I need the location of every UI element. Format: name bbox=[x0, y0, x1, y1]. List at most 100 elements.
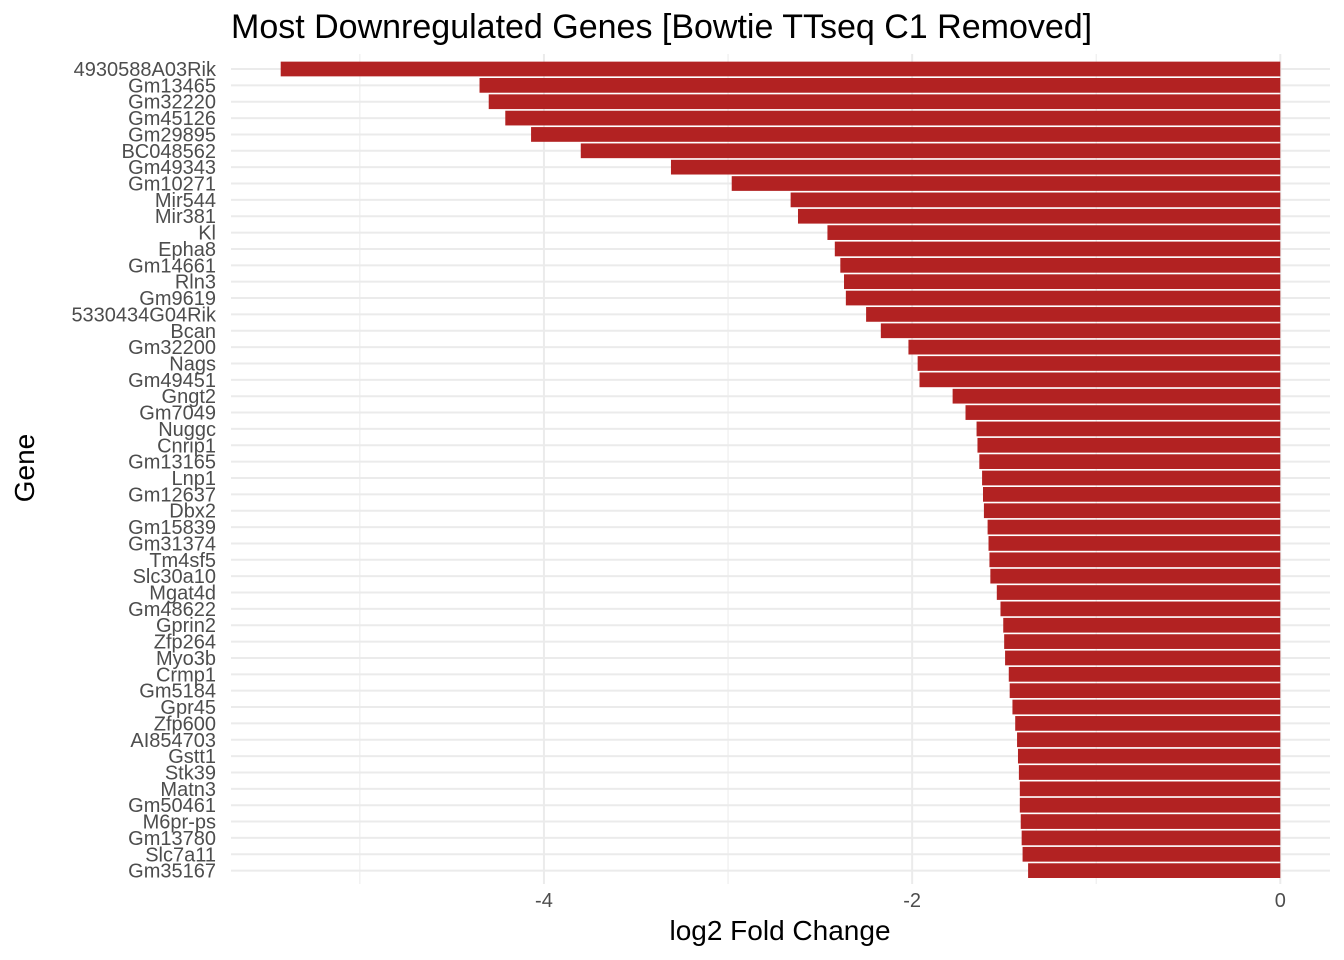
y-tick-label: Gm45126 bbox=[128, 108, 216, 130]
y-tick-labels: 4930588A03RikGm13465Gm32220Gm45126Gm2989… bbox=[71, 59, 217, 883]
y-tick-label: Gm10271 bbox=[128, 174, 216, 196]
bar bbox=[1008, 666, 1281, 682]
y-tick-label: Gm15839 bbox=[128, 517, 216, 539]
x-tick-label: -4 bbox=[535, 890, 553, 912]
y-tick-label: Mir544 bbox=[155, 190, 216, 212]
bar bbox=[1028, 863, 1281, 879]
bar bbox=[840, 257, 1281, 273]
y-tick-label: Gm49451 bbox=[128, 370, 216, 392]
y-tick-label: Mgat4d bbox=[149, 583, 216, 605]
y-tick-label: Gngt2 bbox=[162, 386, 216, 408]
y-tick-label: Gm12637 bbox=[128, 484, 216, 506]
y-tick-label: Gm9619 bbox=[139, 288, 216, 310]
y-tick-label: Gm5184 bbox=[139, 681, 216, 703]
y-tick-label: Lnp1 bbox=[172, 468, 217, 490]
y-tick-label: Gm49343 bbox=[128, 157, 216, 179]
bar bbox=[917, 356, 1281, 371]
bar bbox=[1015, 716, 1281, 731]
y-tick-label: Gm29895 bbox=[128, 124, 216, 146]
bar bbox=[1017, 748, 1281, 764]
bar bbox=[1000, 601, 1281, 617]
y-tick-label: Slc30a10 bbox=[133, 566, 216, 588]
bar bbox=[1012, 699, 1281, 715]
bar bbox=[797, 208, 1281, 224]
y-tick-label: Zfp264 bbox=[154, 632, 216, 654]
y-tick-label: Gm13165 bbox=[128, 452, 216, 474]
bar bbox=[280, 61, 1281, 77]
x-tick-label: -2 bbox=[903, 890, 921, 912]
y-tick-label: Gm50461 bbox=[128, 795, 216, 817]
y-tick-label: 4930588A03Rik bbox=[74, 59, 217, 81]
bar bbox=[880, 323, 1281, 339]
y-tick-label: Dbx2 bbox=[169, 501, 216, 523]
y-tick-label: Nuggc bbox=[158, 419, 216, 441]
bar bbox=[982, 470, 1281, 486]
y-tick-label: Gm48622 bbox=[128, 599, 216, 621]
bar bbox=[1009, 683, 1281, 699]
y-tick-label: Slc7a11 bbox=[145, 844, 216, 866]
y-tick-label: Myo3b bbox=[156, 648, 216, 670]
bar bbox=[990, 568, 1281, 584]
y-tick-label: Rln3 bbox=[175, 272, 216, 294]
bar bbox=[1020, 814, 1281, 829]
y-tick-label: Epha8 bbox=[158, 239, 216, 261]
bar bbox=[844, 274, 1281, 290]
bar bbox=[479, 77, 1281, 93]
bar bbox=[989, 552, 1281, 568]
bar bbox=[845, 290, 1281, 306]
x-axis-title: log2 Fold Change bbox=[669, 915, 890, 946]
y-tick-label: Gpr45 bbox=[160, 697, 216, 719]
y-tick-label: Gm32220 bbox=[128, 92, 216, 114]
bar bbox=[987, 519, 1281, 535]
y-tick-label: M6pr-ps bbox=[143, 812, 216, 834]
chart-title: Most Downregulated Genes [Bowtie TTseq C… bbox=[231, 8, 1092, 46]
y-axis-title: Gene bbox=[9, 434, 40, 503]
y-tick-label: 5330434G04Rik bbox=[71, 304, 217, 326]
bar bbox=[1019, 781, 1281, 797]
bar bbox=[827, 225, 1281, 240]
bar bbox=[1021, 830, 1281, 846]
y-tick-label: Tm4sf5 bbox=[149, 550, 216, 572]
bar bbox=[731, 176, 1281, 191]
y-tick-label: Mir381 bbox=[155, 206, 216, 228]
y-tick-label: Zfp600 bbox=[154, 713, 216, 735]
y-tick-label: Cnrip1 bbox=[157, 435, 216, 457]
bar bbox=[1004, 634, 1281, 649]
bar bbox=[1003, 617, 1281, 633]
y-tick-label: Gm32200 bbox=[128, 337, 216, 359]
y-tick-label: Bcan bbox=[170, 321, 216, 343]
bar bbox=[580, 143, 1281, 159]
bar bbox=[1019, 797, 1281, 813]
y-tick-label: Gm13465 bbox=[128, 75, 216, 97]
bar bbox=[866, 307, 1281, 322]
y-tick-label: AI854703 bbox=[130, 730, 216, 752]
y-tick-label: BC048562 bbox=[121, 141, 216, 163]
bar bbox=[982, 486, 1281, 502]
bar bbox=[505, 110, 1281, 126]
bar bbox=[952, 388, 1281, 404]
x-tick-labels: -4 -2 0 bbox=[535, 890, 1286, 912]
y-tick-label: Gm14661 bbox=[128, 255, 216, 277]
bar bbox=[908, 339, 1281, 355]
y-tick-label: Gm13780 bbox=[128, 828, 216, 850]
bar bbox=[965, 405, 1281, 420]
bar bbox=[976, 421, 1281, 437]
y-tick-label: Stk39 bbox=[165, 762, 216, 784]
y-tick-label: Gm31374 bbox=[128, 533, 216, 555]
bar bbox=[977, 437, 1281, 453]
y-tick-label: Kl bbox=[198, 223, 216, 245]
bar bbox=[1017, 732, 1281, 748]
y-tick-label: Gprin2 bbox=[156, 615, 216, 637]
bar bbox=[531, 127, 1281, 142]
bar bbox=[919, 372, 1281, 388]
bar bbox=[1005, 650, 1281, 666]
x-tick-label: 0 bbox=[1275, 890, 1286, 912]
y-tick-label: Gm35167 bbox=[128, 861, 216, 883]
y-tick-label: Matn3 bbox=[160, 779, 216, 801]
bar bbox=[670, 159, 1281, 175]
bar bbox=[488, 94, 1281, 110]
bar bbox=[1022, 846, 1281, 862]
bar bbox=[988, 536, 1281, 551]
y-tick-label: Nags bbox=[169, 353, 216, 375]
y-tick-label: Gstt1 bbox=[168, 746, 216, 768]
